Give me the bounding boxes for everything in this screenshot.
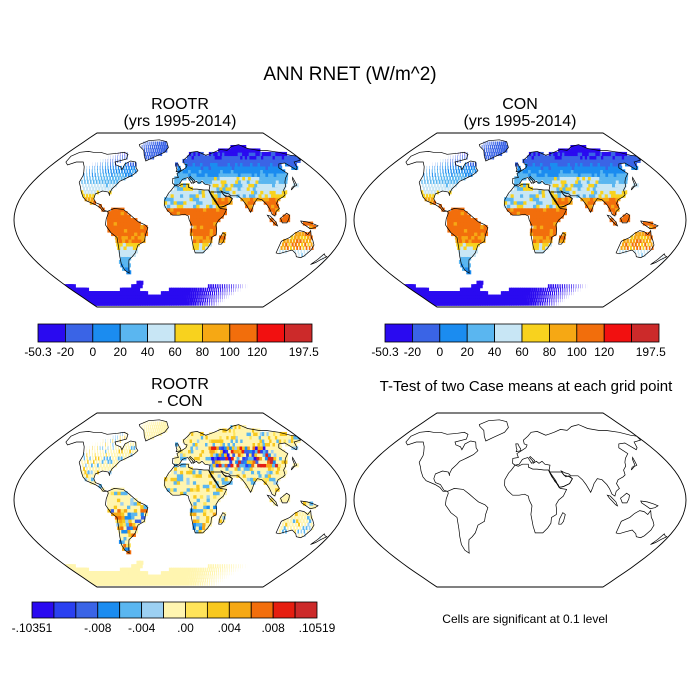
colorbar-tick-label: -20: [57, 345, 75, 359]
colorbar-tick-label: -50.3: [371, 345, 399, 359]
colorbar-box: [466, 323, 496, 343]
colorbar-tick-label: 0: [436, 345, 443, 359]
colorbar-box: [97, 601, 121, 619]
panel-subtitle-con: (yrs 1995-2014): [463, 113, 577, 130]
colorbar-box: [147, 323, 176, 343]
colorbar-box: [119, 323, 148, 343]
colorbar-box: [294, 601, 318, 619]
colorbar-rootr: -50.3 -20 0 20 40 60 80 100 120 197.5: [24, 323, 319, 359]
colorbar-tick-label: 100: [220, 345, 240, 359]
colorbar-tick-label: -50.3: [24, 345, 52, 359]
colorbar-box: [284, 323, 313, 343]
colorbar-box: [603, 323, 633, 343]
colorbar-tick-label: .008: [261, 621, 285, 635]
panel-title-con-name: CON: [502, 96, 538, 113]
map-cells: [403, 141, 664, 306]
colorbar-box: [92, 323, 121, 343]
significance-note: Cells are significant at 0.1 level: [442, 612, 608, 626]
map-cells: [63, 141, 324, 306]
coastlines: [405, 419, 668, 554]
map-panel-rootr: [13, 132, 347, 308]
colorbar-box: [576, 323, 605, 343]
panel-title-diff-name: ROOTR: [151, 376, 209, 393]
colorbar-tick-label: -.008: [84, 621, 112, 635]
colorbar-box: [31, 601, 55, 619]
colorbar-box: [494, 323, 523, 343]
colorbar-tick-label: 120: [247, 345, 267, 359]
map-cells: [63, 421, 324, 586]
colorbar-box: [75, 601, 99, 619]
colorbar-tick-label: 60: [515, 345, 529, 359]
map-panel-diff: [13, 412, 347, 588]
colorbar-box: [185, 601, 208, 619]
panel-title-con: CON (yrs 1995-2014): [430, 96, 610, 130]
colorbar-box: [521, 323, 550, 343]
colorbar-box: [201, 323, 231, 343]
colorbar-tick-label: .004: [218, 621, 242, 635]
map-frame: [353, 412, 687, 588]
colorbar-box: [549, 323, 578, 343]
colorbar-box: [439, 323, 468, 343]
coastlines: [65, 419, 328, 554]
colorbar-tick-label: .10519: [299, 621, 336, 635]
map-frame: [353, 132, 687, 308]
colorbar-tick-label: 197.5: [636, 345, 666, 359]
coastlines: [405, 139, 668, 274]
colorbar-box: [37, 323, 66, 343]
map-frame: [13, 132, 347, 308]
colorbar-box: [163, 601, 186, 619]
panel-title-ttest: T-Test of two Case means at each grid po…: [379, 378, 673, 395]
colorbar-box: [256, 323, 286, 343]
colorbar-box: [384, 323, 413, 343]
colorbar-tick-label: 100: [567, 345, 587, 359]
map-panel-con: [353, 132, 687, 308]
colorbar-tick-label: .00: [177, 621, 194, 635]
colorbar-tick-label: 40: [141, 345, 155, 359]
panel-title-diff: ROOTR - CON: [90, 376, 270, 410]
map-panel-ttest: [353, 412, 687, 588]
colorbar-tick-label: 80: [543, 345, 557, 359]
colorbar-tick-label: -20: [404, 345, 422, 359]
colorbar-box: [229, 323, 258, 343]
map-frame: [13, 412, 347, 588]
figure-title: ANN RNET (W/m^2): [263, 64, 437, 85]
colorbar-tick-label: 197.5: [289, 345, 319, 359]
colorbar-box: [250, 601, 274, 619]
panel-subtitle-rootr: (yrs 1995-2014): [123, 113, 237, 130]
colorbar-box: [206, 601, 230, 619]
colorbar-box: [141, 601, 164, 619]
colorbar-box: [174, 323, 203, 343]
colorbar-box: [65, 323, 94, 343]
colorbar-tick-label: 0: [89, 345, 96, 359]
colorbar-tick-label: 60: [168, 345, 182, 359]
colorbar-tick-label: 20: [114, 345, 128, 359]
colorbar-box: [272, 601, 296, 619]
colorbar-box: [53, 601, 77, 619]
colorbar-box: [631, 323, 660, 343]
panel-subtitle-diff: - CON: [157, 393, 203, 410]
colorbar-diff: -.10351 -.008 -.004 .00 .004 .008 .10519: [12, 601, 336, 635]
panel-title-rootr: ROOTR (yrs 1995-2014): [90, 96, 270, 130]
colorbar-con: -50.3 -20 0 20 40 60 80 100 120 197.5: [371, 323, 666, 359]
colorbar-tick-label: 20: [461, 345, 475, 359]
colorbar-tick-label: -.10351: [12, 621, 53, 635]
colorbar-tick-label: 40: [488, 345, 502, 359]
colorbar-box: [119, 601, 143, 619]
colorbar-tick-label: 80: [196, 345, 210, 359]
colorbar-box: [228, 601, 252, 619]
panel-title-rootr-name: ROOTR: [151, 96, 209, 113]
colorbar-tick-label: -.004: [128, 621, 156, 635]
coastlines: [65, 139, 328, 274]
colorbar-box: [411, 323, 441, 343]
colorbar-tick-label: 120: [594, 345, 614, 359]
